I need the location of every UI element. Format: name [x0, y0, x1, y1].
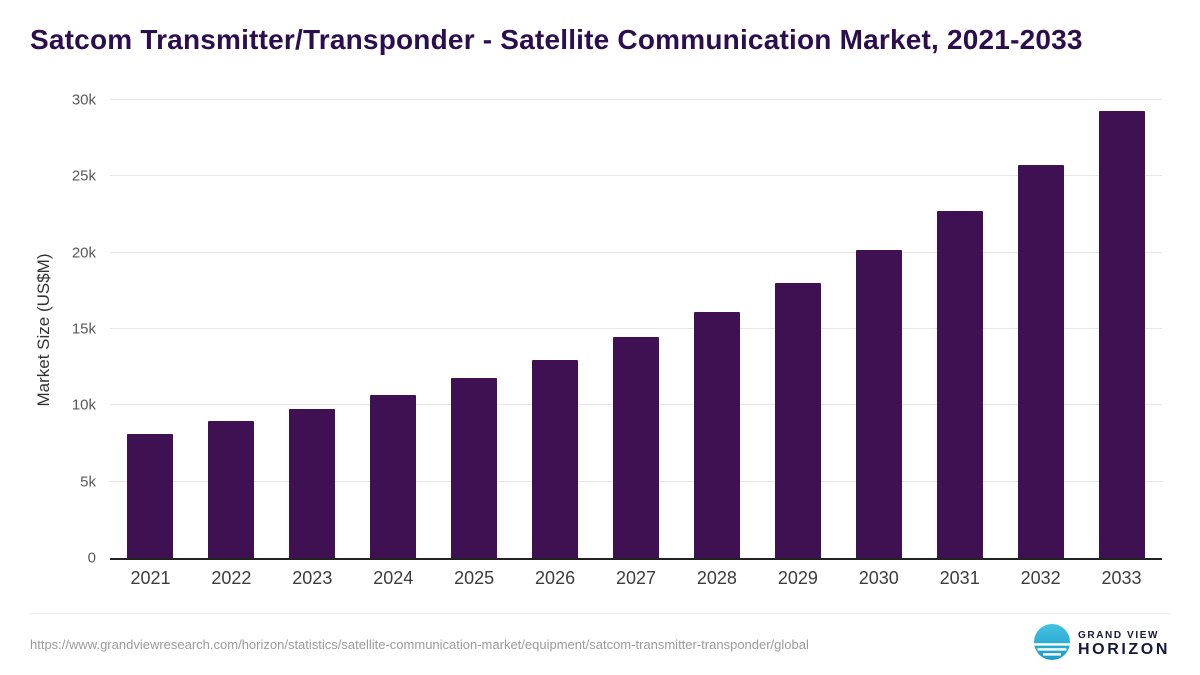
bar-2024 — [370, 395, 417, 558]
bar-slot-2025 — [434, 100, 515, 558]
bar-slot-2021 — [110, 100, 191, 558]
x-label-2032: 2032 — [1020, 568, 1061, 588]
y-tick-label-25k: 25k — [71, 167, 96, 185]
source-url: https://www.grandviewresearch.com/horizo… — [30, 636, 809, 652]
bar-2030 — [855, 249, 902, 558]
y-tick-label-20k: 20k — [71, 244, 96, 262]
bar-2021 — [127, 433, 174, 558]
bar-slot-2026 — [515, 100, 596, 558]
bar-2027 — [612, 336, 659, 558]
bar-slot-2023 — [272, 100, 353, 558]
gridline-20k — [110, 251, 1162, 253]
plot-area: 0 5k 10k 15k 20k 25k 30k — [72, 92, 1162, 567]
bar-slot-2032 — [1000, 100, 1081, 558]
brand-logo: GRAND VIEW HORIZON — [1034, 624, 1170, 665]
x-label-2025: 2025 — [454, 568, 495, 588]
bar-slot-2029 — [757, 100, 838, 558]
bar-slot-2028 — [676, 100, 757, 558]
bar-2025 — [451, 377, 498, 558]
y-axis-title: Market Size (US$M) — [34, 253, 53, 407]
bar-2023 — [289, 409, 336, 558]
x-label-2022: 2022 — [211, 568, 252, 588]
bar-2026 — [532, 359, 579, 558]
bar-2033 — [1098, 110, 1145, 558]
x-label-2024: 2024 — [373, 568, 414, 588]
bar-2029 — [774, 283, 821, 558]
chart-title: Satcom Transmitter/Transponder - Satelli… — [30, 24, 1083, 55]
footer: https://www.grandviewresearch.com/horizo… — [30, 613, 1170, 665]
gridline-15k — [110, 328, 1162, 329]
bar-2022 — [208, 421, 255, 558]
y-tick-label-0: 0 — [87, 549, 96, 567]
logo-text: GRAND VIEW HORIZON — [1078, 630, 1170, 659]
bar-2032 — [1017, 164, 1064, 558]
gridline-30k — [110, 99, 1162, 100]
logo-horizon: HORIZON — [1078, 641, 1170, 659]
x-label-2021: 2021 — [130, 568, 171, 588]
y-tick-label-30k: 30k — [71, 91, 96, 109]
bar-slot-2033 — [1081, 100, 1162, 558]
bar-slot-2031 — [919, 100, 1000, 558]
x-label-2031: 2031 — [939, 568, 980, 588]
x-label-2029: 2029 — [777, 568, 818, 588]
bars — [110, 100, 1162, 558]
x-label-2026: 2026 — [535, 568, 576, 588]
bar-slot-2027 — [596, 100, 677, 558]
y-tick-label-15k: 15k — [71, 320, 96, 338]
x-label-2028: 2028 — [696, 568, 737, 588]
gridline-25k — [110, 175, 1162, 177]
bar-2028 — [693, 312, 740, 558]
x-label-2023: 2023 — [292, 568, 333, 588]
bar-slot-2030 — [838, 100, 919, 558]
x-label-2033: 2033 — [1101, 568, 1142, 588]
bar-slot-2022 — [191, 100, 272, 558]
horizon-logo-icon — [1034, 624, 1071, 665]
bar-2031 — [936, 210, 983, 558]
x-label-2027: 2027 — [615, 568, 657, 588]
logo-grand-view: GRAND VIEW — [1078, 630, 1160, 642]
y-tick-label-10k: 10k — [71, 396, 96, 414]
y-tick-label-5k: 5k — [80, 473, 96, 491]
x-label-2030: 2030 — [858, 568, 899, 588]
bar-slot-2024 — [353, 100, 434, 558]
x-axis-labels: 2021 2022 2023 2024 2025 2026 2027 2028 2029 2030… — [110, 568, 1162, 589]
